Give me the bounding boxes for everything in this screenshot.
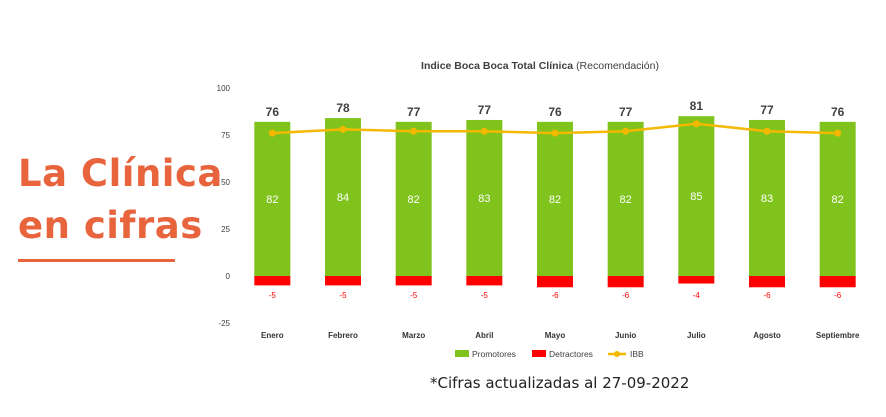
x-tick-label: Mayo bbox=[545, 331, 566, 340]
x-tick-label: Agosto bbox=[753, 331, 781, 340]
y-tick-label: 75 bbox=[221, 131, 230, 140]
detractores-label: -5 bbox=[481, 291, 489, 300]
headline-line-1: La Clínica bbox=[18, 152, 223, 195]
detractores-label: -6 bbox=[551, 291, 559, 300]
chart-subtitle: (Recomendación) bbox=[576, 60, 659, 72]
ibb-point bbox=[692, 120, 700, 128]
ibb-point bbox=[834, 129, 842, 137]
y-tick-label: 100 bbox=[217, 84, 231, 93]
ibb-point bbox=[551, 129, 559, 137]
ibb-label: 76 bbox=[548, 105, 562, 119]
promotores-label: 83 bbox=[761, 193, 773, 205]
detractores-bar bbox=[325, 276, 361, 286]
detractores-bar bbox=[395, 276, 432, 286]
detractores-bar bbox=[537, 276, 573, 288]
ibb-label: 77 bbox=[478, 103, 492, 117]
ibb-point bbox=[480, 127, 488, 135]
ibb-point bbox=[410, 127, 418, 135]
footnote: *Cifras actualizadas al 27-09-2022 bbox=[430, 374, 690, 392]
promotores-bar bbox=[325, 118, 361, 276]
detractores-label: -6 bbox=[763, 291, 771, 300]
promotores-label: 83 bbox=[478, 193, 490, 205]
ibb-label: 76 bbox=[831, 105, 845, 119]
headline: La Clínica en cifras bbox=[18, 148, 223, 252]
promotores-label: 82 bbox=[832, 194, 844, 206]
promotores-label: 85 bbox=[690, 191, 702, 203]
ibb-point bbox=[763, 127, 771, 135]
detractores-label: -6 bbox=[834, 291, 842, 300]
promotores-bar bbox=[254, 121, 291, 276]
legend-label-promotores: Promotores bbox=[472, 349, 516, 359]
promotores-bar bbox=[466, 119, 503, 277]
y-tick-label: 0 bbox=[226, 272, 231, 281]
x-tick-label: Marzo bbox=[402, 331, 425, 340]
ibb-point bbox=[268, 129, 276, 137]
x-tick-label: Febrero bbox=[328, 331, 358, 340]
x-tick-label: Abril bbox=[475, 331, 493, 340]
promotores-bar bbox=[537, 121, 573, 276]
legend-label-ibb: IBB bbox=[630, 349, 644, 359]
headline-underline bbox=[18, 259, 175, 262]
promotores-bar bbox=[607, 121, 644, 276]
promotores-bar bbox=[819, 121, 856, 276]
ibb-label: 77 bbox=[407, 105, 421, 119]
detractores-bar bbox=[749, 276, 785, 288]
promotores-label: 82 bbox=[408, 194, 420, 206]
detractores-label: -5 bbox=[339, 291, 347, 300]
y-tick-label: 25 bbox=[221, 225, 230, 234]
ibb-label: 77 bbox=[619, 105, 633, 119]
detractores-bar bbox=[819, 276, 856, 288]
detractores-label: -4 bbox=[693, 291, 701, 300]
detractores-bar bbox=[607, 276, 644, 288]
ibb-point bbox=[339, 125, 347, 133]
headline-line-2: en cifras bbox=[18, 204, 203, 247]
promotores-bar bbox=[749, 119, 785, 277]
promotores-label: 82 bbox=[620, 194, 632, 206]
x-tick-label: Junio bbox=[615, 331, 636, 340]
y-tick-label: -25 bbox=[218, 319, 230, 328]
promotores-label: 84 bbox=[337, 192, 349, 204]
detractores-label: -6 bbox=[622, 291, 630, 300]
ibb-point bbox=[622, 127, 630, 135]
detractores-bar bbox=[466, 276, 503, 286]
legend-swatch-detractores bbox=[532, 350, 546, 357]
chart-title-main: Indice Boca Boca Total Clínica bbox=[421, 60, 574, 72]
y-tick-label: 50 bbox=[221, 178, 230, 187]
x-tick-label: Septiembre bbox=[816, 331, 860, 340]
promotores-bar bbox=[395, 121, 432, 276]
detractores-label: -5 bbox=[410, 291, 418, 300]
x-tick-label: Enero bbox=[261, 331, 284, 340]
ibb-label: 81 bbox=[690, 99, 704, 113]
detractores-bar bbox=[254, 276, 291, 286]
ibb-label: 78 bbox=[336, 101, 350, 115]
x-tick-label: Julio bbox=[687, 331, 706, 340]
detractores-label: -5 bbox=[269, 291, 277, 300]
promotores-bar bbox=[678, 116, 715, 276]
promotores-label: 82 bbox=[549, 194, 561, 206]
legend-marker-ibb bbox=[614, 351, 620, 357]
legend-label-detractores: Detractores bbox=[549, 349, 593, 359]
ibb-label: 77 bbox=[760, 103, 774, 117]
legend-swatch-promotores bbox=[455, 350, 469, 357]
promotores-label: 82 bbox=[266, 194, 278, 206]
chart-title: Indice Boca Boca Total Clínica (Recomend… bbox=[330, 60, 750, 72]
ibb-label: 76 bbox=[266, 105, 280, 119]
detractores-bar bbox=[678, 276, 715, 284]
